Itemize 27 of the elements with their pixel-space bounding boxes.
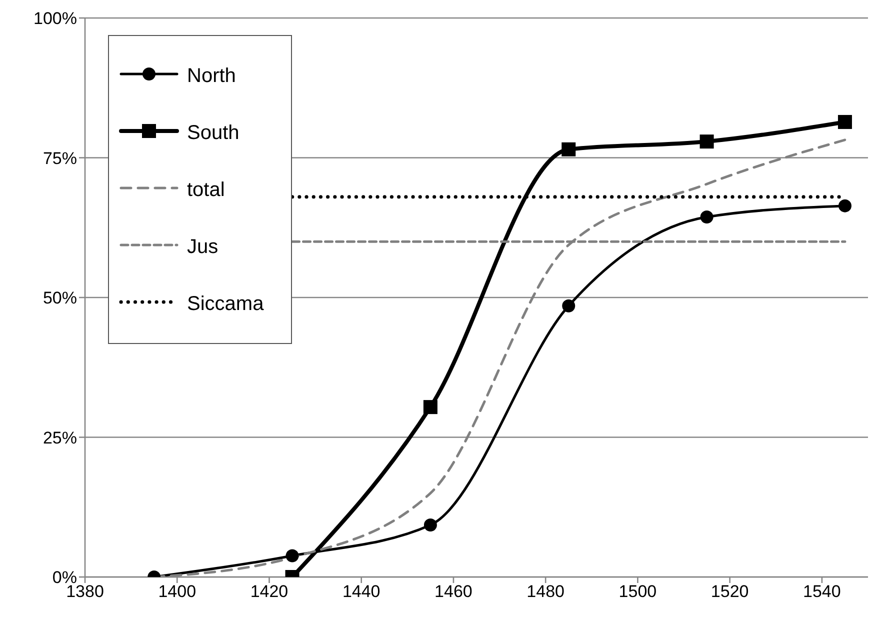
point xyxy=(424,518,437,532)
point xyxy=(286,549,299,562)
x-tick-label: 1520 xyxy=(710,582,749,602)
point xyxy=(562,299,576,312)
point xyxy=(838,199,852,212)
legend-label: total xyxy=(187,179,225,202)
point xyxy=(838,114,852,129)
x-tick-label: 1480 xyxy=(526,582,564,602)
point xyxy=(423,400,438,414)
legend-label: Jus xyxy=(187,236,218,259)
legend-label: South xyxy=(187,122,240,145)
x-tick-label: 1380 xyxy=(66,582,104,602)
legend-label: North xyxy=(187,65,236,88)
x-tick-label: 1460 xyxy=(434,582,472,602)
x-tick-label: 1440 xyxy=(342,582,380,602)
y-tick-label: 100% xyxy=(34,9,77,28)
point xyxy=(700,134,714,149)
x-tick-label: 1400 xyxy=(158,582,196,602)
legend-label: Siccama xyxy=(187,293,264,316)
x-tick-label: 1540 xyxy=(803,582,841,602)
x-tick-label: 1500 xyxy=(618,582,657,602)
point xyxy=(700,210,714,224)
y-tick-label: 50% xyxy=(42,288,77,308)
y-tick-label: 25% xyxy=(42,428,77,448)
y-tick-label: 75% xyxy=(42,148,77,168)
point xyxy=(562,142,576,156)
x-tick-label: 1420 xyxy=(250,582,288,602)
